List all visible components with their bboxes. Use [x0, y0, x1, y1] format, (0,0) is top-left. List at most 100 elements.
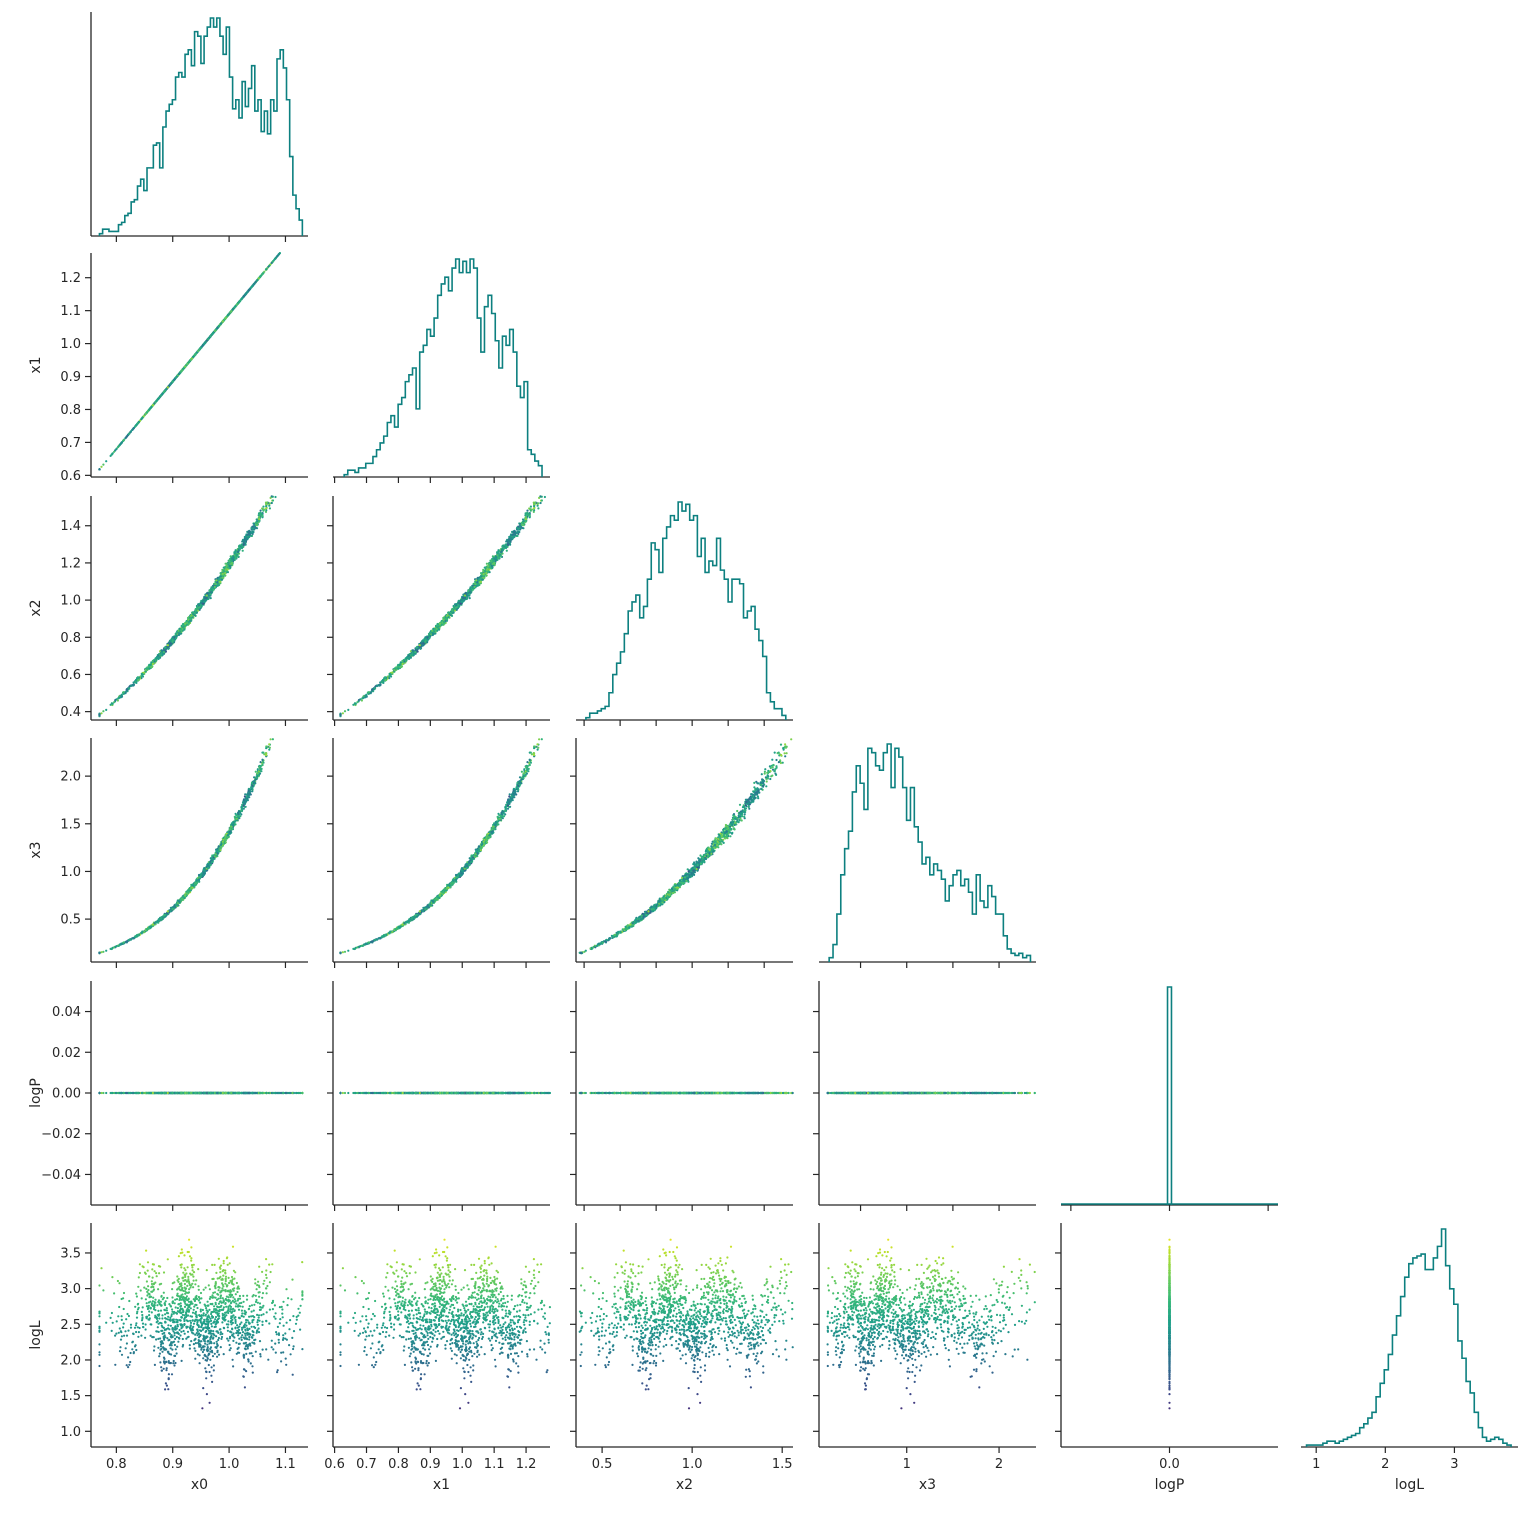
scatter-point [211, 333, 213, 335]
scatter-point [225, 317, 227, 319]
scatter-point [268, 505, 270, 507]
panel-x2-vs-x1 [327, 495, 550, 726]
scatter-point [417, 651, 419, 653]
scatter-point [429, 635, 431, 637]
scatter-point [224, 572, 226, 574]
scatter-point [182, 368, 184, 370]
scatter-point [222, 573, 224, 575]
scatter-point [484, 570, 486, 572]
scatter-point [384, 679, 386, 681]
scatter-point [195, 610, 197, 612]
scatter-point [446, 615, 448, 617]
scatter-point [525, 521, 527, 523]
scatter-point [121, 441, 123, 443]
scatter-point [216, 327, 218, 329]
scatter-point [192, 613, 194, 615]
scatter-point [406, 657, 408, 659]
scatter-point [252, 531, 254, 533]
scatter-point [113, 701, 115, 703]
scatter-point [473, 586, 475, 588]
scatter-point [141, 673, 143, 675]
scatter-point [203, 343, 205, 345]
scatter-point [220, 323, 222, 325]
scatter-point [514, 534, 516, 536]
scatter-point [438, 625, 440, 627]
scatter-point [378, 685, 380, 687]
scatter-point [408, 654, 410, 656]
scatter-point [402, 663, 404, 665]
scatter-point [422, 639, 424, 641]
scatter-point [259, 514, 261, 516]
scatter-point [190, 618, 192, 620]
scatter-point [121, 695, 123, 697]
y-tick-label: 0.4 [60, 705, 81, 720]
scatter-point [476, 585, 478, 587]
scatter-point [503, 547, 505, 549]
scatter-point [265, 507, 267, 509]
scatter-point [457, 604, 459, 606]
scatter-point [347, 709, 349, 711]
y-tick-label: 1.4 [60, 519, 81, 534]
scatter-point [269, 502, 271, 504]
scatter-point [235, 549, 237, 551]
scatter-point [478, 579, 480, 581]
scatter-point [424, 636, 426, 638]
scatter-point [521, 527, 523, 529]
scatter-point [522, 518, 524, 520]
scatter-point [533, 507, 535, 509]
scatter-point [485, 575, 487, 577]
scatter-point [523, 524, 525, 526]
scatter-point [458, 602, 460, 604]
y-tick-label: 0.8 [60, 631, 81, 646]
scatter-point [105, 950, 107, 952]
scatter-point [98, 713, 100, 715]
scatter-point [100, 951, 102, 953]
scatter-point [119, 696, 121, 698]
scatter-point [421, 643, 423, 645]
scatter-point [530, 506, 532, 508]
y-tick-label: 1.0 [60, 337, 81, 352]
scatter-point [188, 361, 190, 363]
scatter-point [419, 644, 421, 646]
scatter-point [490, 561, 492, 563]
scatter-point [184, 625, 186, 627]
scatter-point [167, 644, 169, 646]
scatter-point [260, 761, 262, 763]
scatter-point [210, 593, 212, 595]
scatter-point [187, 617, 189, 619]
scatter-point [231, 558, 233, 560]
scatter-point [256, 279, 258, 281]
scatter-point [126, 689, 128, 691]
scatter-point [172, 380, 174, 382]
scatter-point [258, 518, 260, 520]
scatter-point [526, 512, 528, 514]
scatter-point [414, 651, 416, 653]
y-tick-label: 0.6 [60, 469, 81, 484]
scatter-point [262, 506, 264, 508]
scatter-point [437, 623, 439, 625]
scatter-point [105, 709, 107, 711]
panel-x0-vs-x0 [91, 12, 308, 242]
scatter-point [242, 539, 244, 541]
scatter-point [132, 685, 134, 687]
scatter-point [206, 594, 208, 596]
scatter-point [222, 320, 224, 322]
scatter-point [156, 657, 158, 659]
scatter-point [464, 597, 466, 599]
scatter-point [169, 643, 171, 645]
scatter-point [148, 668, 150, 670]
scatter-point [537, 507, 539, 509]
scatter-point [275, 257, 277, 259]
scatter-point [137, 679, 139, 681]
scatter-point [491, 563, 493, 565]
scatter-point [198, 607, 200, 609]
scatter-point [229, 561, 231, 563]
scatter-point [198, 349, 200, 351]
scatter-point [265, 502, 267, 504]
scatter-point [210, 335, 212, 337]
y-tick-label: 0.7 [60, 436, 81, 451]
scatter-point [128, 433, 130, 435]
scatter-point [196, 612, 198, 614]
